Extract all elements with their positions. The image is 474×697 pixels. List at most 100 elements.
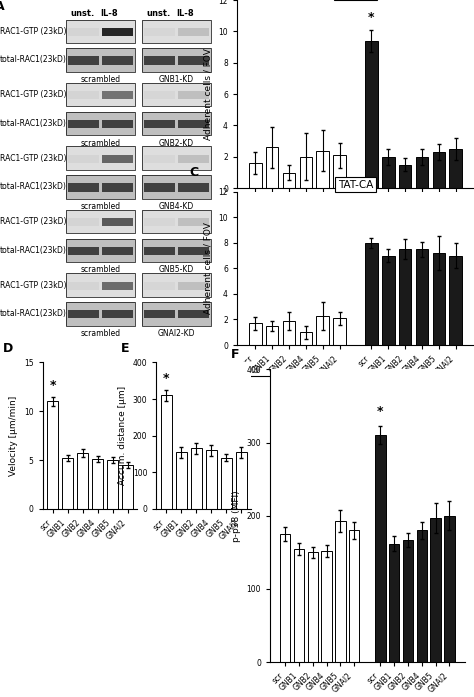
Bar <box>66 238 135 262</box>
Bar <box>316 151 329 188</box>
Bar <box>66 273 135 297</box>
Text: RAC1-GTP (23kD): RAC1-GTP (23kD) <box>0 90 66 99</box>
Text: *: * <box>49 379 56 392</box>
Bar <box>142 20 176 43</box>
Bar <box>142 238 176 262</box>
Text: scrambled: scrambled <box>81 266 121 275</box>
Text: scrambled: scrambled <box>81 329 121 338</box>
Bar <box>142 146 176 170</box>
Bar <box>92 459 103 509</box>
Bar <box>68 218 99 227</box>
Bar <box>221 457 232 509</box>
Bar <box>142 210 176 233</box>
Bar <box>68 183 99 192</box>
Bar <box>100 302 135 325</box>
Bar <box>68 120 99 128</box>
Y-axis label: Adherent cells / FOV: Adherent cells / FOV <box>204 48 213 140</box>
Bar <box>68 28 99 36</box>
Text: D: D <box>3 342 13 355</box>
Bar <box>107 460 118 509</box>
Bar <box>333 318 346 345</box>
Bar <box>176 83 211 107</box>
Bar <box>300 157 312 188</box>
Bar <box>178 91 209 100</box>
Bar <box>100 210 135 233</box>
Bar <box>142 302 211 325</box>
Bar <box>66 112 135 135</box>
Bar <box>144 218 175 227</box>
Bar <box>66 48 100 72</box>
Bar <box>62 458 73 509</box>
Text: IL-8: IL-8 <box>100 8 118 17</box>
Text: RAC1-GTP (23kD): RAC1-GTP (23kD) <box>0 154 66 162</box>
Bar <box>417 530 427 662</box>
Bar <box>142 273 211 297</box>
Bar <box>432 152 445 188</box>
Bar <box>382 157 395 188</box>
Bar <box>102 56 133 65</box>
Bar <box>66 210 135 233</box>
Text: total-RAC1(23kD): total-RAC1(23kD) <box>0 183 67 191</box>
Bar <box>66 83 100 107</box>
Bar <box>100 20 135 43</box>
Bar <box>249 323 262 345</box>
Bar <box>176 48 211 72</box>
Text: *: * <box>368 11 375 24</box>
Bar <box>68 91 99 100</box>
Bar <box>66 175 135 199</box>
Bar <box>102 28 133 36</box>
Bar <box>178 310 209 319</box>
Bar <box>142 175 211 199</box>
Bar <box>178 282 209 290</box>
Bar <box>142 83 211 107</box>
Bar <box>142 112 176 135</box>
Bar <box>316 316 329 345</box>
Text: total-RAC1(23kD): total-RAC1(23kD) <box>0 309 67 319</box>
Bar <box>444 516 455 662</box>
Bar <box>178 155 209 163</box>
Bar <box>300 332 312 345</box>
Bar <box>178 183 209 192</box>
Text: unst.: unst. <box>71 8 95 17</box>
Bar <box>66 20 100 43</box>
Bar <box>142 48 211 72</box>
Bar <box>102 247 133 255</box>
Bar <box>66 210 100 233</box>
Text: *: * <box>377 405 384 418</box>
Y-axis label: p-p38 (MFI): p-p38 (MFI) <box>232 490 241 542</box>
Bar <box>68 56 99 65</box>
Bar <box>176 20 211 43</box>
Bar <box>100 238 135 262</box>
Bar <box>176 302 211 325</box>
Bar <box>365 243 378 345</box>
Bar <box>161 395 172 509</box>
Text: scrambled: scrambled <box>81 202 121 211</box>
Bar <box>294 549 304 662</box>
Bar <box>66 112 100 135</box>
Bar <box>68 247 99 255</box>
Bar <box>66 146 100 170</box>
Bar <box>178 218 209 227</box>
Bar <box>142 175 176 199</box>
Bar <box>100 175 135 199</box>
Bar <box>206 450 217 509</box>
Bar <box>375 435 386 662</box>
Bar <box>176 146 211 170</box>
Bar <box>142 83 176 107</box>
Bar <box>176 273 211 297</box>
Bar <box>142 302 176 325</box>
Text: total-RAC1(23kD): total-RAC1(23kD) <box>0 55 67 64</box>
Bar <box>399 249 411 345</box>
Bar <box>102 310 133 319</box>
Bar <box>66 146 135 170</box>
Bar <box>100 48 135 72</box>
Bar <box>249 163 262 188</box>
Bar <box>68 155 99 163</box>
Text: *: * <box>163 372 170 385</box>
Bar <box>178 56 209 65</box>
Bar <box>66 20 135 43</box>
Text: scrambled: scrambled <box>81 75 121 84</box>
Text: IgG: IgG <box>290 396 305 405</box>
Bar <box>100 273 135 297</box>
Text: IL-8: IL-8 <box>176 8 194 17</box>
